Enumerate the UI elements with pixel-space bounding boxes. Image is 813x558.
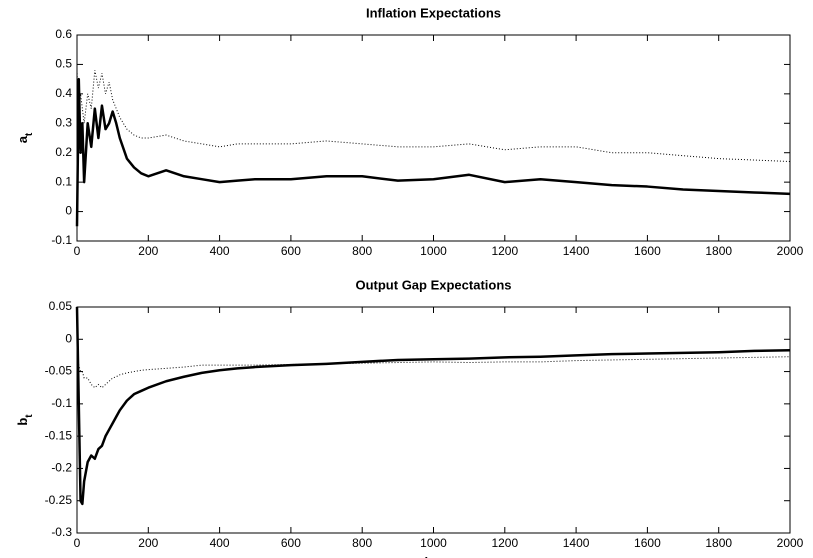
x-tick-label: 2000	[777, 244, 804, 258]
x-tick-label: 1000	[420, 536, 447, 550]
plot-frame	[76, 34, 791, 242]
x-tick-label: 1800	[705, 244, 732, 258]
y-axis-label-subscript: t	[24, 132, 35, 136]
x-tick-label: 200	[138, 536, 158, 550]
y-tick-label: -0.2	[51, 461, 72, 475]
y-tick-label: -0.3	[51, 525, 72, 539]
y-tick-label: 0.5	[55, 57, 72, 71]
y-tick-label: 0.4	[55, 86, 72, 100]
x-tick-label: 1000	[420, 244, 447, 258]
x-tick-label: 0	[74, 536, 81, 550]
y-tick-label: -0.1	[51, 233, 72, 247]
y-tick-label: 0.3	[55, 115, 72, 129]
chart-title: Inflation Expectations	[366, 5, 501, 20]
y-axis-label-main: a	[15, 135, 30, 143]
y-axis-label: bt	[15, 414, 34, 426]
y-axis-label-main: b	[15, 418, 30, 426]
x-tick-label: 800	[352, 244, 372, 258]
y-tick-label: -0.05	[45, 364, 73, 378]
y-tick-label: 0.05	[49, 299, 73, 313]
x-tick-label: 1400	[563, 536, 590, 550]
x-tick-label: 1200	[491, 244, 518, 258]
series-line	[75, 77, 791, 227]
series-line	[76, 356, 791, 389]
y-axis-label-subscript: t	[24, 414, 35, 418]
x-axis-label: time	[420, 554, 447, 558]
y-tick-label: -0.1	[51, 396, 72, 410]
chart-title: Output Gap Expectations	[355, 277, 511, 292]
y-tick-label: 0.2	[55, 145, 72, 159]
x-tick-label: 400	[210, 244, 230, 258]
series-line	[76, 70, 791, 163]
x-tick-label: 400	[210, 536, 230, 550]
plot-frame	[76, 306, 791, 534]
y-tick-label: -0.25	[45, 493, 73, 507]
y-tick-label: 0.6	[55, 27, 72, 41]
x-tick-label: 200	[138, 244, 158, 258]
y-tick-label: 0	[65, 204, 72, 218]
x-tick-label: 600	[281, 244, 301, 258]
x-tick-label: 2000	[777, 536, 804, 550]
x-tick-label: 800	[352, 536, 372, 550]
x-tick-label: 1600	[634, 536, 661, 550]
y-tick-label: 0.1	[55, 174, 72, 188]
series-line	[75, 306, 791, 506]
x-tick-label: 0	[74, 244, 81, 258]
x-tick-label: 1600	[634, 244, 661, 258]
x-tick-label: 1800	[705, 536, 732, 550]
y-axis-label: at	[15, 132, 34, 143]
x-tick-label: 1400	[563, 244, 590, 258]
x-tick-label: 600	[281, 536, 301, 550]
y-tick-label: -0.15	[45, 428, 73, 442]
y-tick-label: 0	[65, 331, 72, 345]
x-tick-label: 1200	[491, 536, 518, 550]
